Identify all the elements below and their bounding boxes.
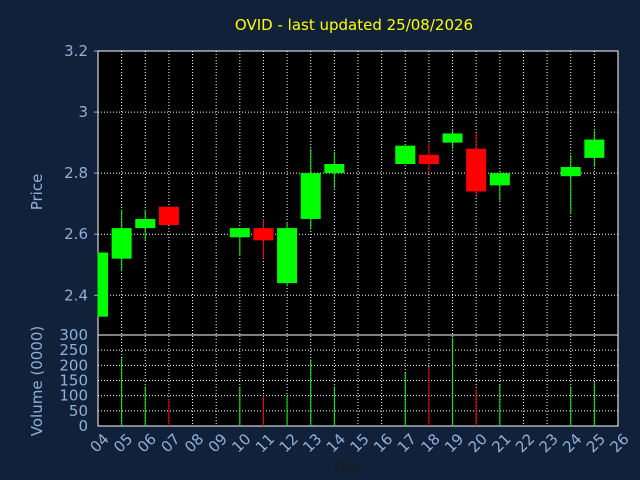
day-tick-label: 09 bbox=[205, 430, 231, 456]
candle-body bbox=[98, 252, 108, 317]
candle-body bbox=[300, 173, 321, 219]
candle-body bbox=[489, 173, 510, 186]
volume-bars bbox=[121, 338, 595, 426]
price-tick-label: 3.2 bbox=[64, 42, 88, 60]
day-tick-label: 22 bbox=[512, 430, 538, 456]
x-axis-label: Day bbox=[334, 459, 362, 475]
candle-body bbox=[277, 228, 298, 284]
day-tick-label: 18 bbox=[417, 430, 443, 456]
day-tick-label: 11 bbox=[252, 430, 278, 456]
day-tick-label: 07 bbox=[157, 430, 183, 456]
day-tick-label: 20 bbox=[465, 430, 491, 456]
candle-body bbox=[442, 133, 463, 143]
candle-body bbox=[253, 228, 274, 241]
day-tick-label: 17 bbox=[394, 430, 420, 456]
day-tick-label: 16 bbox=[370, 430, 396, 456]
day-tick-label: 14 bbox=[323, 430, 349, 456]
candle-body bbox=[135, 218, 156, 229]
candle-body bbox=[111, 228, 132, 259]
candles bbox=[97, 130, 605, 317]
price-tick-label: 2.4 bbox=[64, 286, 88, 304]
price-tick-labels: 2.4 2.6 2.8 3 3.2 bbox=[64, 42, 98, 304]
price-tick-label: 2.6 bbox=[64, 225, 88, 243]
candle-body bbox=[324, 163, 345, 174]
day-tick-label: 21 bbox=[488, 430, 514, 456]
day-tick-label: 10 bbox=[228, 430, 254, 456]
day-tick-label: 25 bbox=[583, 430, 609, 456]
volume-tick-label: 100 bbox=[59, 387, 88, 405]
volume-tick-label: 0 bbox=[78, 417, 88, 435]
volume-tick-label: 200 bbox=[59, 356, 88, 374]
day-tick-label: 24 bbox=[559, 430, 585, 456]
day-tick-label: 12 bbox=[276, 430, 302, 456]
day-tick-label: 08 bbox=[181, 430, 207, 456]
day-tick-labels: 0405060708091011121314151617181920212223… bbox=[87, 430, 633, 456]
day-tick-label: 23 bbox=[536, 430, 562, 456]
candle-body bbox=[395, 145, 416, 164]
candle-body bbox=[560, 167, 581, 177]
price-tick-label: 2.8 bbox=[64, 164, 88, 182]
candle-body bbox=[158, 206, 179, 226]
volume-tick-label: 50 bbox=[69, 402, 88, 420]
candle-body bbox=[466, 148, 487, 192]
day-tick-label: 05 bbox=[110, 430, 136, 456]
volume-tick-label: 300 bbox=[59, 326, 88, 344]
day-tick-label: 04 bbox=[87, 430, 113, 456]
volume-tick-label: 150 bbox=[59, 372, 88, 390]
candle-body bbox=[584, 139, 605, 158]
volume-tick-label: 250 bbox=[59, 341, 88, 359]
day-tick-label: 15 bbox=[347, 430, 373, 456]
volume-panel bbox=[97, 334, 619, 427]
price-tick-label: 3 bbox=[78, 103, 88, 121]
chart-title: OVID - last updated 25/08/2026 bbox=[235, 16, 473, 34]
volume-axis-label: Volume (0000) bbox=[28, 326, 46, 436]
day-tick-label: 13 bbox=[299, 430, 325, 456]
candle-body bbox=[418, 154, 439, 164]
day-tick-label: 06 bbox=[134, 430, 160, 456]
price-axis-label: Price bbox=[28, 174, 46, 211]
candle-body bbox=[229, 228, 250, 238]
day-tick-label: 26 bbox=[607, 430, 633, 456]
day-tick-label: 19 bbox=[441, 430, 467, 456]
